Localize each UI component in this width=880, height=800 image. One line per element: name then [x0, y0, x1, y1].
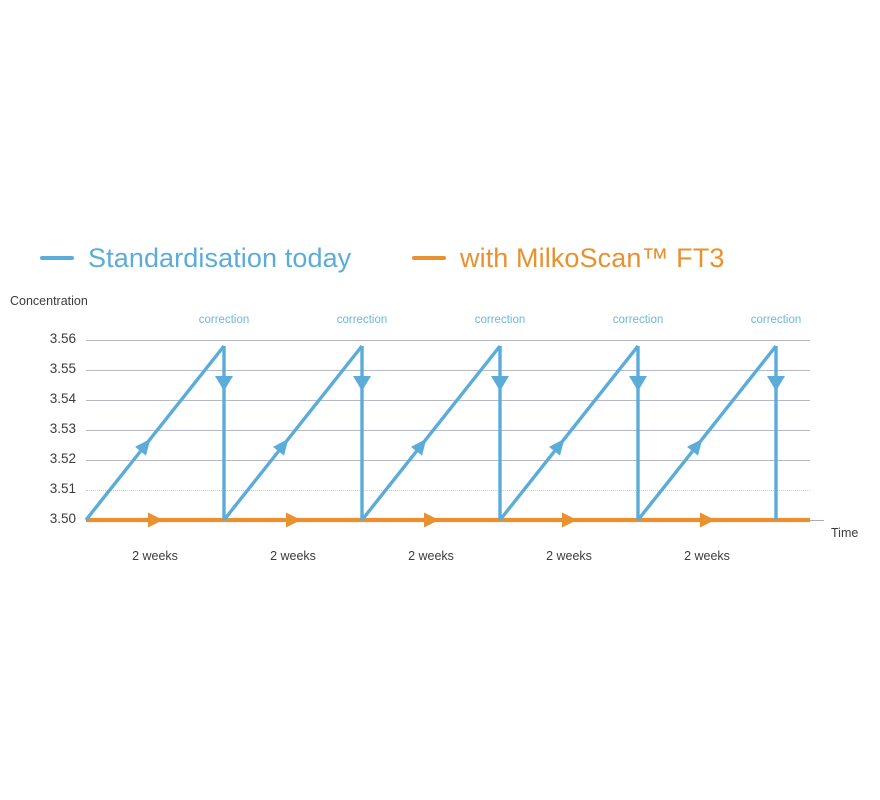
y-tick-label: 3.54: [49, 391, 76, 406]
legend-swatch-orange: [412, 256, 446, 260]
x-axis-title: Time: [831, 526, 859, 540]
arrowhead-blue-correction: [767, 376, 785, 391]
arrowhead-blue-correction: [629, 376, 647, 391]
interval-label: 2 weeks: [684, 549, 730, 563]
gridline: [86, 400, 810, 401]
gridline: [86, 490, 810, 491]
series-line-standardisation-today: [498, 344, 640, 522]
y-axis-title: Concentration: [10, 294, 88, 308]
arrowhead-orange-forward: [148, 512, 163, 528]
interval-label: 2 weeks: [132, 549, 178, 563]
y-tick-label: 3.56: [49, 331, 76, 346]
interval-label: 2 weeks: [408, 549, 454, 563]
series-line-standardisation-today: [636, 344, 778, 522]
gridline: [86, 370, 810, 371]
arrowhead-orange-forward: [700, 512, 715, 528]
arrowhead-blue-drift: [411, 438, 427, 456]
arrowhead-blue-drift: [549, 438, 565, 456]
series-line-standardisation-today: [360, 344, 502, 522]
legend-entry-standardisation-today: Standardisation today: [40, 236, 351, 280]
series-line-standardisation-today: [222, 344, 364, 522]
correction-label: correction: [474, 314, 526, 326]
correction-label: correction: [612, 314, 664, 326]
legend-label-standardisation-today: Standardisation today: [88, 242, 352, 273]
correction-label: correction: [336, 314, 388, 326]
series-line-standardisation-today: [84, 344, 226, 522]
legend-swatch-blue: [40, 256, 74, 260]
correction-label: correction: [198, 314, 250, 326]
arrowhead-blue-correction: [215, 376, 233, 391]
arrowhead-orange-forward: [424, 512, 439, 528]
arrowhead-orange-forward: [286, 512, 301, 528]
legend-label-milkoscan-ft3: with MilkoScan™ FT3: [460, 242, 725, 273]
y-tick-label: 3.55: [49, 361, 76, 376]
interval-label: 2 weeks: [546, 549, 592, 563]
arrowhead-orange-forward: [562, 512, 577, 528]
chart-legend: Standardisation today with MilkoScan™ FT…: [40, 236, 840, 280]
arrowhead-blue-drift: [687, 438, 703, 456]
y-tick-label: 3.52: [49, 451, 76, 466]
gridline: [86, 460, 810, 461]
correction-label: correction: [750, 314, 802, 326]
arrowhead-blue-correction: [491, 376, 509, 391]
arrowhead-blue-drift: [273, 438, 289, 456]
interval-label: 2 weeks: [270, 549, 316, 563]
legend-entry-milkoscan-ft3: with MilkoScan™ FT3: [412, 236, 724, 280]
arrowhead-blue-correction: [353, 376, 371, 391]
gridline: [86, 430, 810, 431]
arrowhead-blue-drift: [135, 438, 151, 456]
y-tick-label: 3.51: [49, 481, 76, 496]
y-tick-label: 3.50: [49, 511, 76, 526]
y-tick-label: 3.53: [49, 421, 76, 436]
gridline: [86, 340, 810, 341]
plot-area: [86, 340, 810, 520]
